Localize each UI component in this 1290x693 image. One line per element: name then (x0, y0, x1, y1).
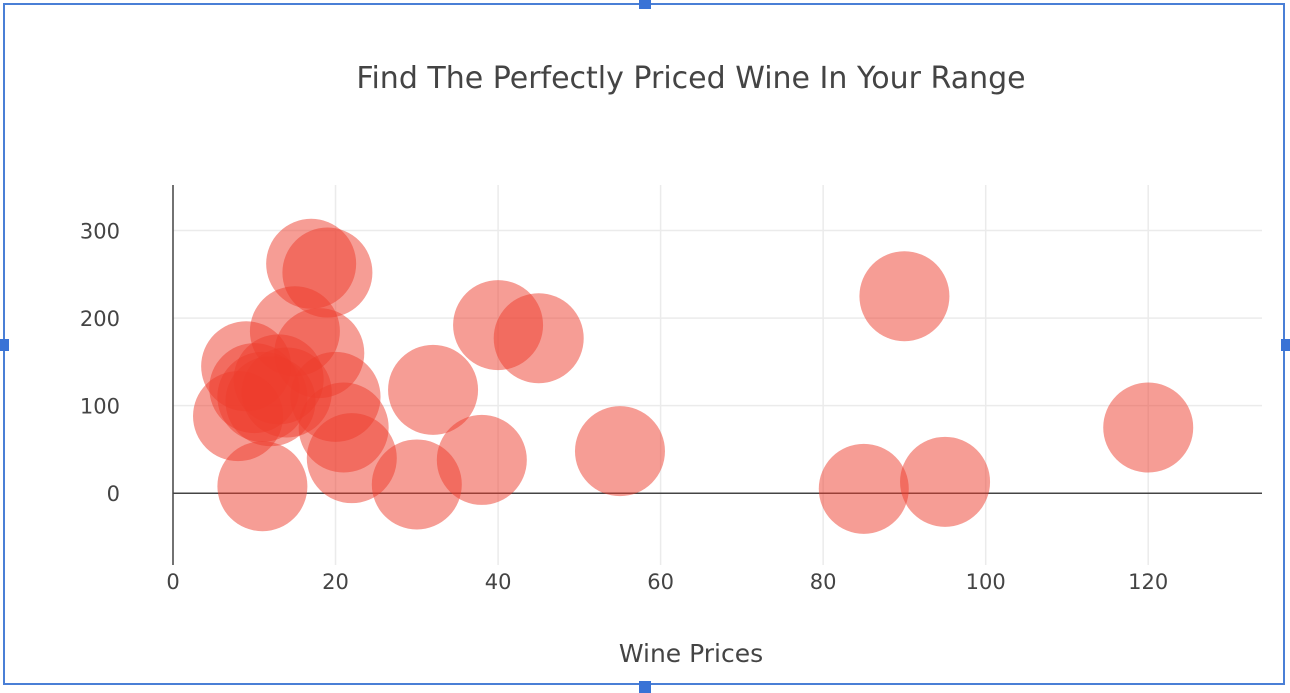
x-tick-label: 20 (322, 570, 349, 594)
y-tick-label: 0 (107, 482, 120, 506)
y-tick-label: 200 (80, 307, 120, 331)
data-points (193, 218, 1194, 534)
tick-labels: 0 20 40 60 80 100 120 0 100 200 300 (80, 220, 1168, 594)
data-point[interactable] (1103, 382, 1194, 473)
data-point[interactable] (388, 344, 479, 435)
data-point[interactable] (493, 293, 584, 384)
resize-handle-right[interactable] (1281, 339, 1290, 351)
y-tick-label: 100 (80, 395, 120, 419)
data-point[interactable] (859, 251, 950, 342)
y-tick-label: 300 (80, 220, 120, 244)
chart-title: Find The Perfectly Priced Wine In Your R… (356, 61, 1025, 96)
x-tick-label: 60 (647, 570, 674, 594)
x-tick-label: 120 (1128, 570, 1168, 594)
data-point[interactable] (574, 406, 665, 497)
x-tick-label: 0 (166, 570, 179, 594)
x-tick-label: 80 (810, 570, 837, 594)
x-tick-label: 40 (485, 570, 512, 594)
resize-handle-top[interactable] (639, 0, 651, 9)
data-point[interactable] (900, 436, 991, 527)
resize-handle-left[interactable] (0, 339, 9, 351)
data-point[interactable] (818, 443, 909, 534)
data-point[interactable] (436, 414, 527, 505)
x-axis-title: Wine Prices (619, 639, 763, 668)
data-point[interactable] (217, 441, 308, 532)
data-point[interactable] (193, 371, 284, 462)
x-tick-label: 100 (966, 570, 1006, 594)
